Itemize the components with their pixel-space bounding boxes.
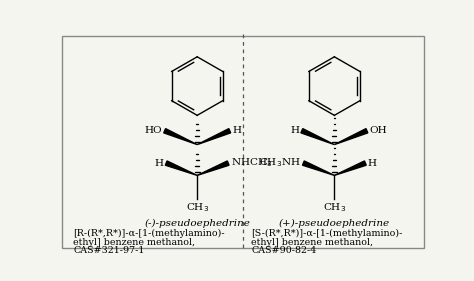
Polygon shape (334, 161, 366, 175)
Text: CH$_3$: CH$_3$ (186, 201, 209, 214)
Text: [S-(R*,R*)]-α-[1-(methylamino)-: [S-(R*,R*)]-α-[1-(methylamino)- (251, 229, 403, 238)
Text: (-)-pseudoephedrine: (-)-pseudoephedrine (144, 219, 250, 228)
Text: HO: HO (145, 126, 162, 135)
Text: (+)-pseudoephedrine: (+)-pseudoephedrine (279, 219, 390, 228)
Polygon shape (197, 129, 231, 145)
Text: H: H (291, 126, 300, 135)
Polygon shape (164, 129, 197, 145)
Text: ethyl] benzene methanol,: ethyl] benzene methanol, (251, 238, 374, 247)
Text: H: H (368, 158, 377, 167)
Text: CH$_3$NH: CH$_3$NH (259, 157, 301, 169)
Text: NHCH$_3$: NHCH$_3$ (230, 157, 272, 169)
Text: CAS#321-97-1: CAS#321-97-1 (73, 246, 145, 255)
Polygon shape (301, 129, 334, 145)
Text: OH: OH (369, 126, 387, 135)
Polygon shape (165, 161, 197, 175)
Polygon shape (334, 129, 368, 145)
Text: ethyl] benzene methanol,: ethyl] benzene methanol, (73, 238, 195, 247)
Polygon shape (302, 161, 334, 175)
Polygon shape (197, 161, 229, 175)
Text: CH$_3$: CH$_3$ (323, 201, 346, 214)
Text: CAS#90-82-4: CAS#90-82-4 (251, 246, 317, 255)
Text: [R-(R*,R*)]-α-[1-(methylamino)-: [R-(R*,R*)]-α-[1-(methylamino)- (73, 229, 225, 238)
Text: H: H (155, 158, 164, 167)
Text: H: H (232, 126, 241, 135)
